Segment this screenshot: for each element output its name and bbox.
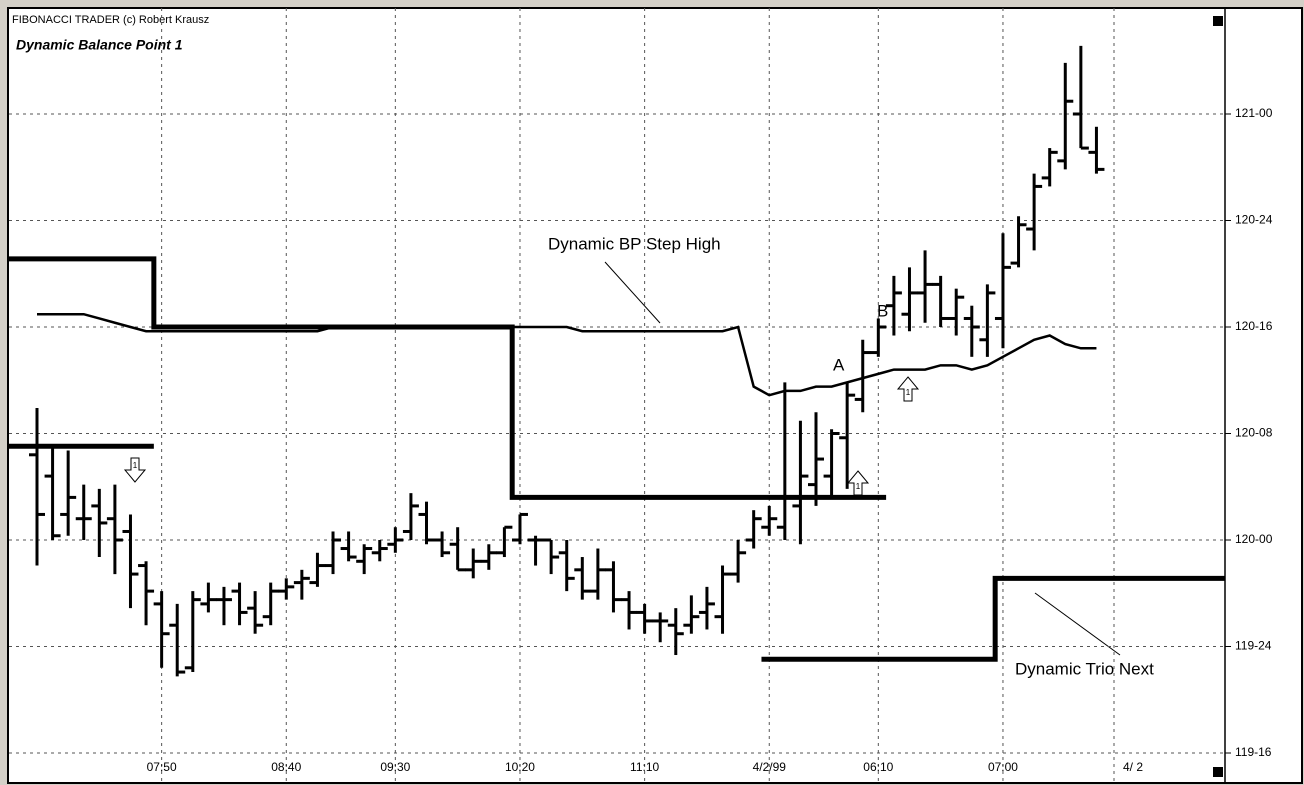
annotation: B bbox=[877, 301, 888, 320]
x-tick-label: 07:50 bbox=[147, 760, 177, 774]
arrow-label: 1 bbox=[133, 461, 138, 470]
signal-arrow: 1 bbox=[896, 376, 920, 402]
step-line bbox=[9, 443, 1225, 662]
x-tick-label: 4/ 2 bbox=[1123, 760, 1143, 774]
corner-marker bbox=[1213, 767, 1223, 777]
annotation: Dynamic BP Step High bbox=[548, 234, 721, 253]
pointer-line bbox=[1034, 592, 1121, 656]
chart-title: Dynamic Balance Point 1 bbox=[16, 37, 183, 53]
y-tick-label: 119-16 bbox=[1235, 745, 1272, 759]
y-tick-label: 119-24 bbox=[1235, 639, 1272, 653]
balance-line bbox=[37, 312, 1097, 397]
y-tick-label: 120-00 bbox=[1235, 532, 1273, 546]
x-tick-label: 10:20 bbox=[505, 760, 535, 774]
signal-arrow: 1 bbox=[123, 457, 147, 483]
x-tick-label: 07:00 bbox=[988, 760, 1018, 774]
arrow-label: 1 bbox=[856, 482, 861, 491]
pointer-line bbox=[604, 261, 661, 324]
y-tick-label: 120-24 bbox=[1235, 213, 1273, 227]
step-line bbox=[9, 256, 887, 500]
x-tick-label: 11:10 bbox=[630, 760, 659, 774]
header: FIBONACCI TRADER (c) Robert Krausz bbox=[12, 14, 209, 26]
x-tick-label: 08:40 bbox=[271, 760, 301, 774]
annotation: Dynamic Trio Next bbox=[1015, 659, 1154, 678]
corner-marker bbox=[1213, 16, 1223, 26]
y-tick-label: 120-08 bbox=[1235, 426, 1273, 440]
y-tick-label: 120-16 bbox=[1235, 319, 1273, 333]
chart-frame bbox=[7, 7, 1303, 784]
x-tick-label: 06:10 bbox=[863, 760, 893, 774]
x-tick-label: 4/2/99 bbox=[753, 760, 787, 774]
annotation: A bbox=[833, 355, 845, 374]
x-tick-label: 09:30 bbox=[380, 760, 410, 774]
y-tick-label: 121-00 bbox=[1235, 106, 1273, 120]
arrow-label: 1 bbox=[906, 388, 911, 397]
